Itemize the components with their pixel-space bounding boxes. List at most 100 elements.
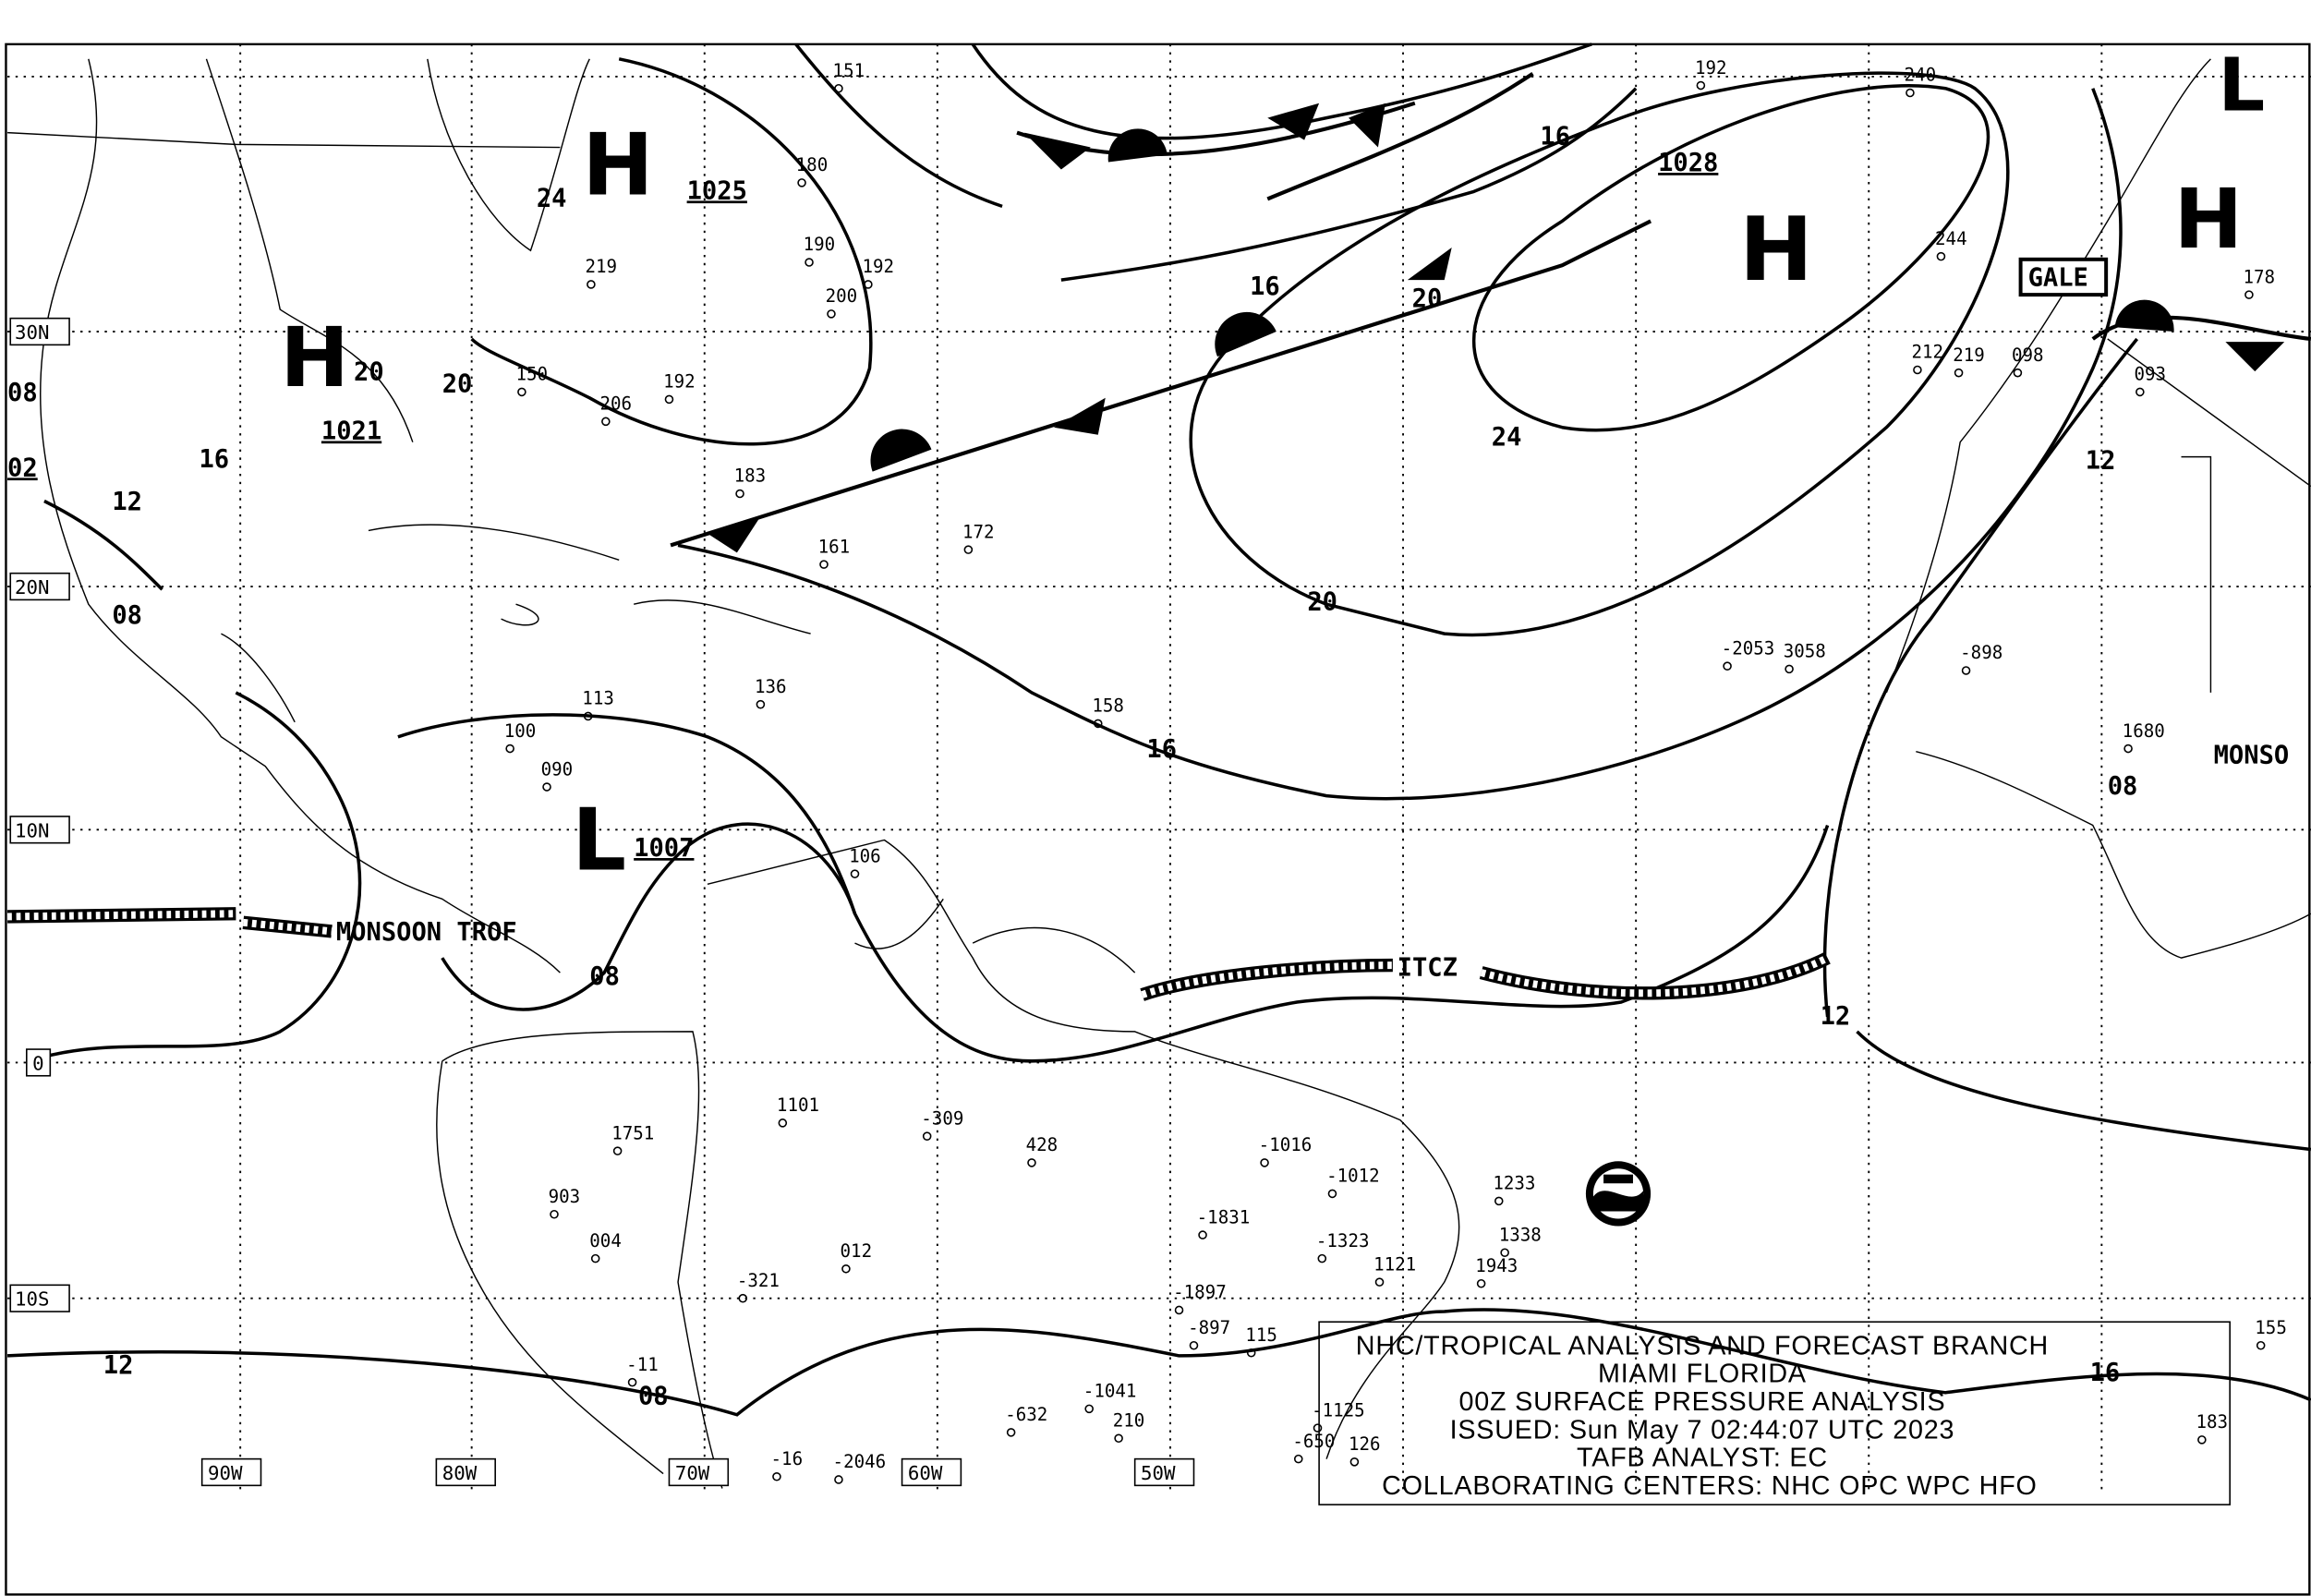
station-marker-icon: [850, 869, 860, 878]
station-pressure-value: 090: [541, 758, 574, 780]
isobar-label: 12: [2086, 446, 2116, 475]
station-pressure-value: 158: [1092, 695, 1124, 717]
station-pressure-value: -309: [921, 1107, 963, 1129]
station-marker-icon: [2197, 1435, 2207, 1445]
station-marker-icon: [1785, 664, 1794, 674]
station-marker-icon: [583, 711, 593, 721]
isobar-label: 08: [112, 601, 142, 630]
station-pressure-value: 244: [1935, 228, 1967, 249]
station-marker-icon: [1476, 1278, 1486, 1288]
station-pressure-value: 210: [1113, 1410, 1145, 1432]
station-marker-icon: [772, 1471, 781, 1481]
station-marker-icon: [1317, 1253, 1327, 1264]
isobar-label: 16: [199, 445, 229, 474]
station-marker-icon: [1913, 365, 1922, 375]
station-pressure-value: 012: [841, 1240, 873, 1262]
station-marker-icon: [1374, 1277, 1385, 1287]
lat-lon-grid: [7, 43, 2311, 1492]
station-pressure-value: -1012: [1326, 1166, 1380, 1187]
station-pressure-value: -2046: [833, 1451, 887, 1472]
high-value: 1025: [687, 176, 747, 205]
station-marker-icon: [1114, 1433, 1123, 1444]
itcz-label: ITCZ: [1397, 953, 1458, 982]
station-marker-icon: [963, 545, 974, 554]
station-marker-icon: [550, 1209, 559, 1219]
station-marker-icon: [2244, 290, 2254, 299]
lat-label: 10N: [15, 819, 49, 841]
monsoon-trough: [6, 907, 1831, 1001]
station-marker-icon: [1198, 1230, 1207, 1239]
station-pressure-value: 093: [2134, 364, 2166, 385]
isobar-label: 08: [589, 962, 620, 991]
station-marker-icon: [587, 280, 596, 289]
station-marker-icon: [797, 178, 806, 187]
station-pressure-value: 178: [2244, 266, 2276, 287]
station-marker-icon: [1246, 1348, 1256, 1358]
station-pressure-value: 190: [804, 234, 836, 255]
station-marker-icon: [1494, 1196, 1504, 1206]
station-pressure-value: 150: [516, 364, 549, 385]
station-marker-icon: [805, 258, 814, 267]
station-marker-icon: [1906, 88, 1915, 98]
lat-label: 10S: [15, 1288, 49, 1311]
monsoon-trough-east-label: MONSO: [2214, 742, 2290, 770]
station-marker-icon: [1723, 661, 1732, 671]
pressure-centers: H 24 1025 H 1028 H 20 1021 H L 1007 L: [280, 42, 2265, 890]
low-center: L: [572, 790, 626, 889]
station-marker-icon: [827, 309, 836, 319]
station-pressure-value: 106: [849, 845, 881, 866]
station-marker-icon: [1500, 1248, 1509, 1258]
station-pressure-value: 004: [589, 1230, 622, 1251]
title-block: NHC/TROPICAL ANALYSIS AND FORECAST BRANC…: [1318, 1321, 2231, 1505]
lon-label: 60W: [908, 1462, 943, 1484]
lat-label: 0: [32, 1052, 43, 1074]
station-pressure-value: 240: [1905, 65, 1937, 86]
station-marker-icon: [778, 1118, 788, 1128]
station-pressure-value: -1125: [1312, 1399, 1365, 1421]
station-pressure-value: -1041: [1083, 1381, 1137, 1402]
station-pressure-value: 1121: [1373, 1253, 1416, 1275]
station-pressure-value: 192: [862, 256, 894, 277]
isobar-label: 16: [2090, 1359, 2121, 1387]
isobar-label: 16: [1146, 735, 1177, 764]
station-marker-icon: [2256, 1340, 2266, 1350]
station-pressure-value: 1233: [1493, 1173, 1535, 1194]
station-pressure-value: 1680: [2123, 720, 2165, 742]
title-line-location: MIAMI FLORIDA: [1598, 1360, 1807, 1389]
station-marker-icon: [590, 1253, 600, 1264]
station-marker-icon: [1961, 666, 1971, 675]
station-marker-icon: [1327, 1189, 1337, 1199]
longitude-labels: 90W 80W 70W 60W 50W: [200, 1457, 1195, 1487]
station-pressure-value: 115: [1245, 1324, 1277, 1346]
station-pressure-value: 151: [833, 60, 865, 81]
station-marker-icon: [1293, 1454, 1303, 1464]
station-pressure-value: -2053: [1722, 637, 1775, 659]
station-pressure-value: 100: [504, 720, 537, 742]
cold-front: [670, 72, 2311, 553]
isobar-label: 20: [1307, 588, 1337, 617]
station-pressure-value: 192: [663, 371, 696, 393]
high-value: 1028: [1658, 149, 1718, 177]
station-pressure-value: 192: [1695, 57, 1727, 79]
station-marker-icon: [1313, 1423, 1323, 1433]
isobars: [6, 42, 2311, 1417]
station-pressure-value: 1101: [777, 1094, 819, 1116]
station-pressure-value: 200: [826, 285, 858, 307]
station-marker-icon: [1189, 1340, 1199, 1350]
station-marker-icon: [819, 560, 829, 569]
isobar-label: 16: [1250, 272, 1280, 301]
isobar-label: 12: [112, 488, 142, 516]
station-pressure-value: 219: [586, 256, 618, 277]
station-marker-icon: [735, 489, 744, 499]
isobar-label: 08: [638, 1383, 669, 1411]
isobar-label: 12: [1821, 1002, 1851, 1031]
station-marker-icon: [834, 1475, 843, 1484]
station-marker-icon: [1954, 368, 1964, 378]
station-observations: 151 192 2401801901922002192061921501831611…: [504, 57, 2287, 1484]
isobar-label: 20: [442, 369, 473, 398]
station-marker-icon: [841, 1264, 851, 1274]
map-frame: [5, 42, 2311, 1596]
station-marker-icon: [505, 744, 514, 754]
lon-label: 70W: [675, 1462, 710, 1484]
